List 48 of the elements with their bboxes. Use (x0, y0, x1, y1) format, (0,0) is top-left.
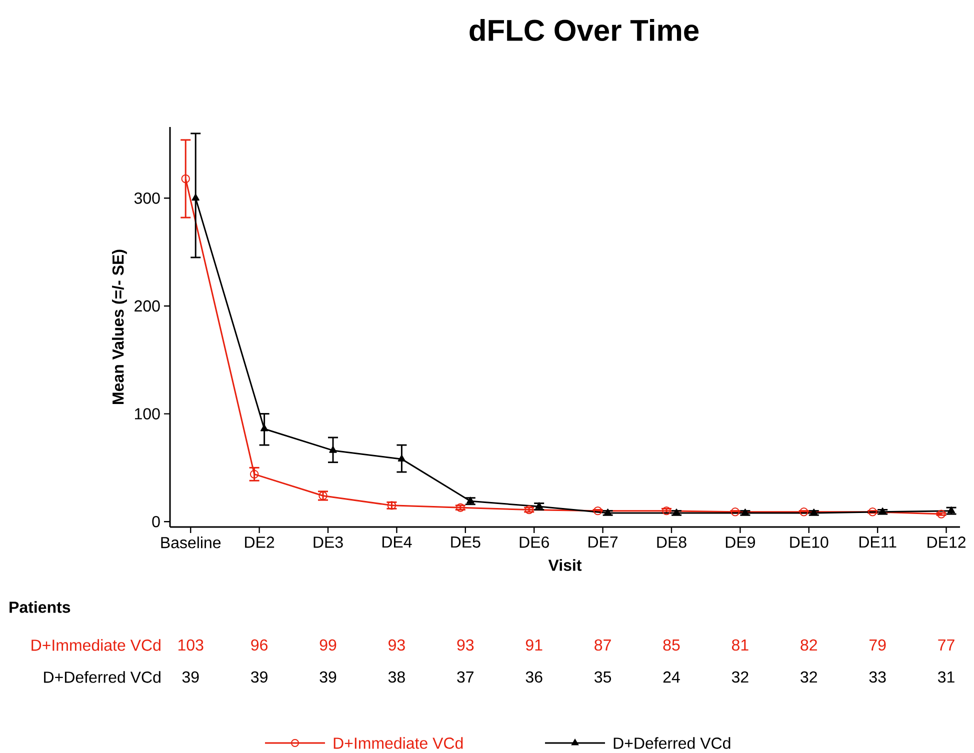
text: Patients (10, 601, 70, 613)
x-tick-label: DE10 (790, 536, 828, 548)
text: 36 (526, 671, 542, 683)
legend-label: D+Immediate VCd (334, 737, 463, 749)
text: 82 (800, 639, 817, 651)
text: 31 (938, 671, 954, 683)
text: 96 (251, 639, 268, 651)
text: 99 (320, 639, 336, 651)
y-tick-label: 300 (134, 192, 160, 204)
text: 37 (457, 671, 474, 683)
text: 39 (251, 671, 268, 683)
text: D+Immediate VCd (32, 639, 160, 651)
chart-title: dFLC Over Time (470, 18, 699, 42)
text: 39 (182, 671, 199, 683)
y-tick-label: 0 (152, 516, 160, 528)
x-tick-label: DE7 (588, 536, 618, 548)
legend-label: D+Deferred VCd (614, 737, 730, 749)
text: 93 (388, 639, 405, 651)
text: 77 (938, 639, 954, 651)
text: 85 (663, 639, 680, 651)
text: 38 (388, 671, 405, 683)
text: 81 (732, 639, 748, 651)
text: 93 (457, 639, 474, 651)
x-tick-label: DE4 (382, 536, 412, 548)
text: 79 (869, 639, 886, 651)
text: 39 (320, 671, 336, 683)
text: D+Deferred VCd (44, 671, 160, 683)
x-axis-title: Visit (548, 559, 582, 571)
text: 32 (732, 671, 748, 683)
text: 87 (594, 639, 611, 651)
text: 103 (178, 639, 204, 651)
x-tick-label: DE8 (657, 536, 686, 548)
y-axis-title: Mean Values (=/- SE) (112, 250, 127, 404)
text: 32 (800, 671, 817, 683)
x-tick-label: DE3 (314, 536, 343, 548)
x-tick-label: DE5 (451, 536, 480, 548)
text: 35 (594, 671, 612, 683)
x-tick-label: DE12 (928, 536, 966, 548)
text: 24 (663, 671, 680, 683)
x-tick-label: DE9 (726, 536, 755, 548)
x-tick-label: DE11 (859, 536, 896, 548)
text: 91 (526, 639, 542, 651)
x-tick-label: Baseline (161, 536, 221, 548)
x-tick-label: DE6 (520, 536, 549, 548)
text: 33 (869, 671, 886, 683)
y-tick-label: 100 (135, 408, 160, 420)
y-tick-label: 200 (134, 300, 160, 312)
x-tick-label: DE2 (245, 536, 274, 548)
